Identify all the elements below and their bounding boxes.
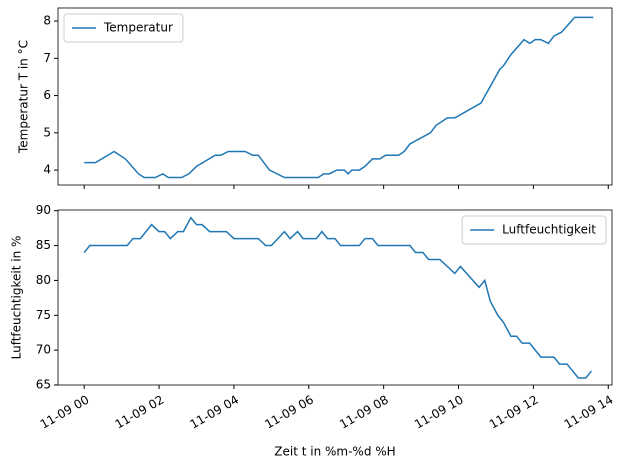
y-tick-label: 80 (36, 273, 51, 287)
legend-label: Luftfeuchtigkeit (502, 223, 596, 237)
x-tick-label: 11-09 14 (562, 393, 616, 432)
legend-label: Temperatur (103, 21, 173, 35)
y-tick-label: 5 (43, 125, 51, 139)
y-tick-label: 8 (43, 14, 51, 28)
x-tick-label: 11-09 08 (337, 393, 391, 432)
x-tick-label: 11-09 10 (412, 393, 466, 432)
y-tick-label: 65 (36, 378, 51, 392)
x-tick-label: 11-09 12 (487, 393, 541, 432)
y-tick-label: 7 (43, 51, 51, 65)
y-tick-label: 6 (43, 88, 51, 102)
legend-box (63, 13, 184, 43)
y-tick-label: 4 (43, 163, 51, 177)
line-series (84, 16, 594, 179)
y-axis-label: Luftfeuchtigkeit in % (10, 236, 24, 360)
plot-frame (57, 209, 613, 386)
legend-box (461, 215, 607, 245)
x-tick-label: 11-09 02 (113, 393, 167, 432)
x-tick-label: 11-09 00 (38, 393, 92, 432)
y-tick-label: 85 (36, 238, 51, 252)
x-axis-label: Zeit t in %m-%d %H (274, 445, 395, 459)
y-tick-label: 75 (36, 308, 51, 322)
x-tick-label: 11-09 06 (262, 393, 316, 432)
y-axis-label: Temperatur T in °C (17, 40, 31, 154)
line-series (83, 216, 592, 379)
y-tick-label: 70 (36, 343, 51, 357)
y-tick-label: 90 (36, 203, 51, 217)
plot-frame (57, 7, 613, 186)
x-tick-label: 11-09 04 (187, 393, 241, 432)
